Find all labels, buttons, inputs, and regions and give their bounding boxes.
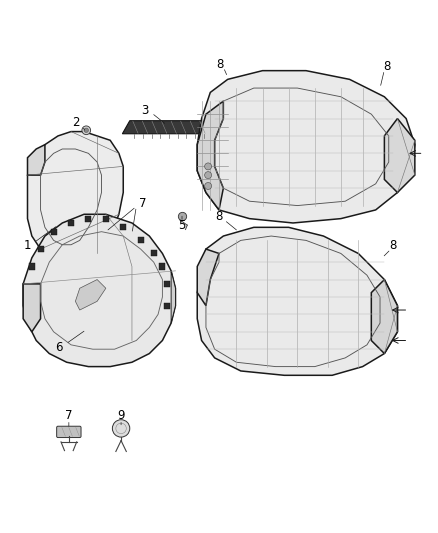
Bar bbox=[50, 229, 57, 235]
Text: 5: 5 bbox=[178, 219, 186, 232]
Polygon shape bbox=[171, 271, 176, 323]
Text: 8: 8 bbox=[215, 211, 223, 223]
Bar bbox=[38, 246, 44, 252]
Bar bbox=[151, 251, 157, 256]
Polygon shape bbox=[23, 284, 41, 332]
Bar bbox=[164, 303, 170, 309]
Circle shape bbox=[84, 128, 88, 133]
Bar bbox=[85, 215, 92, 222]
Text: 9: 9 bbox=[117, 409, 125, 422]
Polygon shape bbox=[75, 279, 106, 310]
Circle shape bbox=[205, 163, 212, 170]
Polygon shape bbox=[197, 71, 415, 223]
Text: 7: 7 bbox=[139, 197, 147, 210]
Circle shape bbox=[113, 419, 130, 437]
Polygon shape bbox=[371, 279, 397, 353]
Text: 6: 6 bbox=[55, 342, 63, 354]
Text: 8: 8 bbox=[216, 58, 223, 70]
Bar bbox=[68, 220, 74, 226]
Bar bbox=[120, 224, 126, 230]
FancyBboxPatch shape bbox=[57, 426, 81, 438]
Circle shape bbox=[205, 172, 212, 179]
Polygon shape bbox=[28, 132, 123, 258]
Text: 8: 8 bbox=[383, 60, 390, 73]
Bar bbox=[103, 215, 109, 222]
Text: 2: 2 bbox=[72, 116, 79, 130]
Bar bbox=[29, 263, 35, 270]
Polygon shape bbox=[122, 120, 215, 134]
Bar bbox=[138, 237, 144, 244]
Polygon shape bbox=[197, 249, 219, 305]
Polygon shape bbox=[197, 101, 223, 210]
Polygon shape bbox=[23, 214, 176, 367]
Text: 1: 1 bbox=[24, 239, 31, 252]
Polygon shape bbox=[28, 144, 45, 175]
Text: 7: 7 bbox=[65, 409, 73, 422]
Text: 3: 3 bbox=[141, 104, 148, 117]
Polygon shape bbox=[385, 118, 415, 192]
Text: 8: 8 bbox=[389, 239, 397, 252]
Circle shape bbox=[205, 182, 212, 189]
Circle shape bbox=[82, 126, 91, 135]
Bar bbox=[159, 263, 166, 270]
Polygon shape bbox=[197, 228, 397, 375]
Bar bbox=[164, 281, 170, 287]
